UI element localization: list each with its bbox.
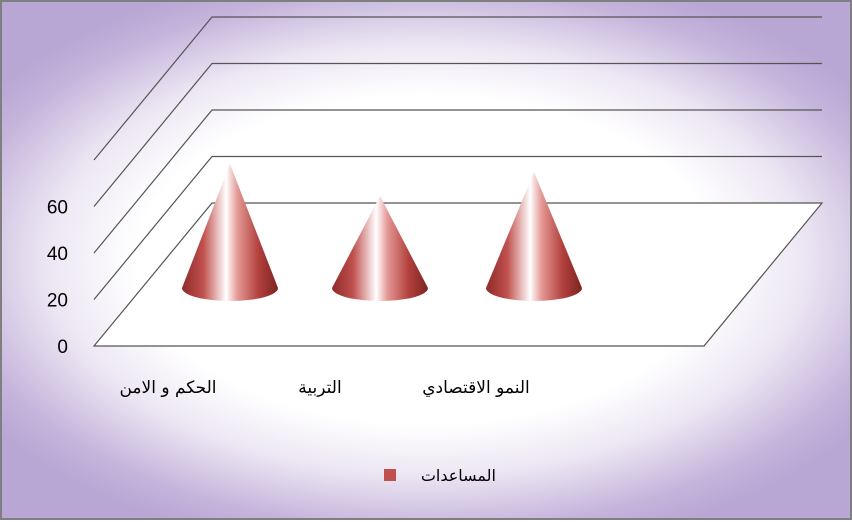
series-cones <box>182 164 582 301</box>
legend: المساعدات <box>384 466 496 485</box>
category-label: الحكم و الامن <box>119 378 216 398</box>
gridline <box>93 62 822 207</box>
legend-label: المساعدات <box>421 466 496 485</box>
legend-swatch <box>384 469 396 481</box>
category-label: التربية <box>298 378 341 398</box>
x-axis: الحكم و الامن التربية النمو الاقتصادي <box>119 378 529 398</box>
category-label: النمو الاقتصادي <box>422 378 530 398</box>
gridline <box>93 155 822 300</box>
plot-floor <box>92 202 824 347</box>
y-tick-label: 20 <box>47 291 68 312</box>
gridline <box>93 109 822 254</box>
y-tick-label: 40 <box>47 244 68 265</box>
y-axis: 0 20 40 60 <box>47 198 68 359</box>
y-tick-label: 60 <box>47 198 68 219</box>
data-cone <box>332 196 428 301</box>
y-tick-label: 0 <box>57 337 68 358</box>
data-cone <box>182 164 278 301</box>
gridline <box>93 16 822 161</box>
data-cone <box>486 172 582 301</box>
plot-walls <box>92 16 824 347</box>
